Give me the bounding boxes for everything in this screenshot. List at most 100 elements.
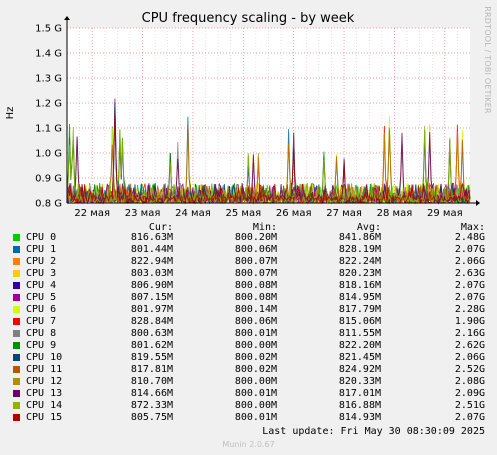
- legend-series-name: CPU 7: [26, 316, 57, 327]
- y-tick-label: 0.9 G: [35, 174, 62, 185]
- chart-title: CPU frequency scaling - by week: [142, 11, 355, 26]
- legend-swatch: [13, 390, 20, 397]
- legend-col-avg: Avg:: [356, 222, 381, 233]
- legend-cur-value: 801.44M: [130, 244, 173, 255]
- x-tick-label: 25 мая: [226, 208, 262, 219]
- plot-area: 0.8 G 0.9 G 1.0 G 1.1 G 1.2 G 1.3 G 1.4 G 1.5 G…: [35, 16, 480, 219]
- legend-swatch: [13, 366, 20, 373]
- legend-series-name: CPU 0: [26, 232, 57, 243]
- legend-min-value: 800.06M: [234, 316, 277, 327]
- y-tick-label: 1.0 G: [35, 149, 62, 160]
- legend-cur-value: 816.63M: [130, 232, 173, 243]
- legend-series-name: CPU 6: [26, 304, 57, 315]
- legend-cur-value: 822.94M: [130, 256, 173, 267]
- legend-series-name: CPU 2: [26, 256, 57, 267]
- x-tick-label: 27 мая: [326, 208, 362, 219]
- legend-min-value: 800.01M: [234, 328, 277, 339]
- legend-series-name: CPU 3: [26, 268, 57, 279]
- legend-avg-value: 816.88M: [338, 400, 381, 411]
- y-tick-label: 1.1 G: [35, 124, 62, 135]
- legend-col-min: Min:: [252, 222, 277, 233]
- legend-min-value: 800.08M: [234, 280, 277, 291]
- legend-max-value: 2.48G: [454, 232, 485, 243]
- legend-min-value: 800.00M: [234, 340, 277, 351]
- x-tick-label: 24 мая: [175, 208, 211, 219]
- legend-avg-value: 824.92M: [338, 364, 381, 375]
- legend-cur-value: 806.90M: [130, 280, 173, 291]
- legend-swatch: [13, 378, 20, 385]
- legend-avg-value: 821.45M: [338, 352, 381, 363]
- x-tick-label: 26 мая: [276, 208, 312, 219]
- y-tick-label: 1.3 G: [35, 74, 62, 85]
- legend-swatch: [13, 294, 20, 301]
- y-tick-label: 1.5 G: [35, 24, 62, 35]
- legend-avg-value: 818.16M: [338, 280, 381, 291]
- legend-series-name: CPU 8: [26, 328, 57, 339]
- x-axis-arrow: [476, 200, 480, 206]
- legend-avg-value: 822.24M: [338, 256, 381, 267]
- legend-row: CPU 5 807.15M 800.08M 814.95M 2.07G: [0, 292, 497, 304]
- series-line-cpu-15: [66, 114, 471, 205]
- legend-min-value: 800.07M: [234, 268, 277, 279]
- legend-swatch: [13, 306, 20, 313]
- legend-cur-value: 801.62M: [130, 340, 173, 351]
- legend-cur-value: 817.81M: [130, 364, 173, 375]
- legend-avg-value: 828.19M: [338, 244, 381, 255]
- legend-min-value: 800.06M: [234, 244, 277, 255]
- x-tick-label: 23 мая: [125, 208, 161, 219]
- legend-min-value: 800.00M: [234, 376, 277, 387]
- legend-header: Cur: Min: Avg: Max:: [0, 222, 497, 234]
- legend-swatch: [13, 270, 20, 277]
- legend-max-value: 2.07G: [454, 280, 485, 291]
- legend-max-value: 2.28G: [454, 304, 485, 315]
- legend-avg-value: 814.93M: [338, 412, 381, 423]
- legend-avg-value: 817.79M: [338, 304, 381, 315]
- legend-row: CPU 4 806.90M 800.08M 818.16M 2.07G: [0, 280, 497, 292]
- x-tick-label: 22 мая: [74, 208, 110, 219]
- legend-max-value: 2.16G: [454, 328, 485, 339]
- legend-cur-value: 803.03M: [130, 268, 173, 279]
- x-tick-label: 28 мая: [377, 208, 413, 219]
- legend-avg-value: 841.86M: [338, 232, 381, 243]
- legend-series-name: CPU 4: [26, 280, 57, 291]
- legend-series-name: CPU 5: [26, 292, 57, 303]
- legend-avg-value: 815.06M: [338, 316, 381, 327]
- legend-row: CPU 12 810.70M 800.00M 820.33M 2.08G: [0, 376, 497, 388]
- legend-max-value: 2.07G: [454, 412, 485, 423]
- chart-area: CPU frequency scaling - by week Hz RRDTO…: [5, 6, 492, 219]
- legend-row: CPU 1 801.44M 800.06M 828.19M 2.07G: [0, 244, 497, 256]
- legend-cur-value: 805.75M: [130, 412, 173, 423]
- legend-cur-value: 814.66M: [130, 388, 173, 399]
- legend-cur-value: 807.15M: [130, 292, 173, 303]
- legend-max-value: 2.09G: [454, 388, 485, 399]
- legend-cur-value: 810.70M: [130, 376, 173, 387]
- legend-series-name: CPU 14: [26, 400, 63, 411]
- legend-swatch: [13, 342, 20, 349]
- y-tick-label: 0.8 G: [35, 199, 62, 210]
- x-tick-label: 29 мая: [427, 208, 463, 219]
- legend-min-value: 800.01M: [234, 388, 277, 399]
- legend-swatch: [13, 246, 20, 253]
- legend-series-name: CPU 12: [26, 376, 63, 387]
- legend-row: CPU 14 872.33M 800.00M 816.88M 2.51G: [0, 400, 497, 412]
- legend-swatch: [13, 282, 20, 289]
- legend-max-value: 2.63G: [454, 268, 485, 279]
- legend-row: CPU 2 822.94M 800.07M 822.24M 2.06G: [0, 256, 497, 268]
- legend-row: CPU 6 801.97M 800.14M 817.79M 2.28G: [0, 304, 497, 316]
- legend-min-value: 800.14M: [234, 304, 277, 315]
- legend-cur-value: 819.55M: [130, 352, 173, 363]
- y-axis-label: Hz: [5, 107, 16, 120]
- legend-max-value: 2.07G: [454, 244, 485, 255]
- last-update: Last update: Fri May 30 08:30:09 2025: [262, 426, 485, 437]
- legend-min-value: 800.07M: [234, 256, 277, 267]
- legend-max-value: 2.52G: [454, 364, 485, 375]
- legend-cur-value: 801.97M: [130, 304, 173, 315]
- legend-min-value: 800.02M: [234, 364, 277, 375]
- legend-avg-value: 814.95M: [338, 292, 381, 303]
- legend-max-value: 2.51G: [454, 400, 485, 411]
- legend-avg-value: 820.23M: [338, 268, 381, 279]
- legend-swatch: [13, 318, 20, 325]
- legend-max-value: 2.07G: [454, 292, 485, 303]
- legend-series-name: CPU 1: [26, 244, 57, 255]
- legend-max-value: 1.90G: [454, 316, 485, 327]
